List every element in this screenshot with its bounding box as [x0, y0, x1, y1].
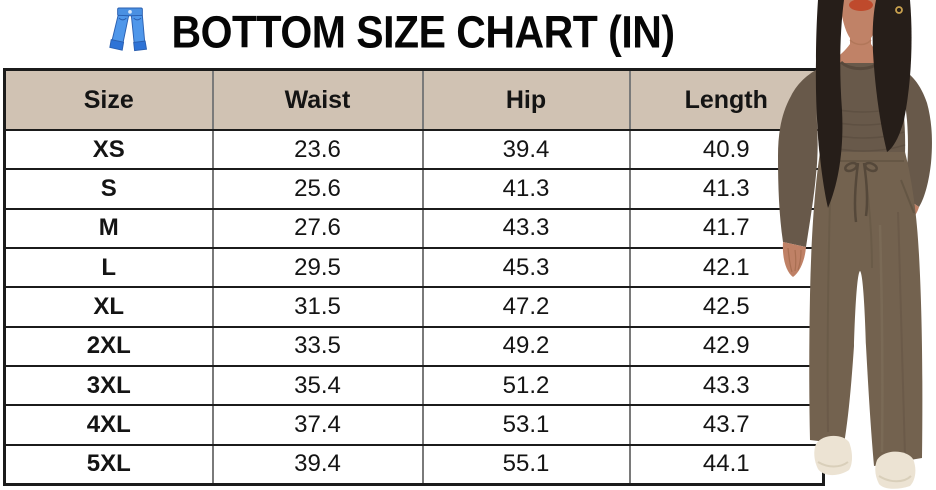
table-row: XL 31.5 47.2 42.5: [3, 286, 825, 328]
waist-cell: 39.4: [211, 443, 424, 486]
model-pants: [809, 152, 923, 466]
model-photo: [778, 0, 932, 489]
table-row: 5XL 39.4 55.1 44.1: [3, 443, 825, 486]
col-header-waist: Waist: [211, 68, 424, 131]
title-bar: BOTTOM SIZE CHART (IN): [0, 1, 782, 63]
length-cell: 44.1: [628, 443, 825, 486]
earring: [895, 6, 903, 14]
hip-cell: 49.2: [421, 325, 631, 367]
hip-cell: 47.2: [421, 286, 631, 328]
page-title: BOTTOM SIZE CHART (IN): [171, 6, 675, 57]
waist-cell: 35.4: [211, 364, 424, 407]
waist-cell: 23.6: [211, 128, 424, 171]
table-row: 2XL 33.5 49.2 42.9: [3, 325, 825, 367]
size-cell: 5XL: [3, 443, 214, 486]
col-header-hip: Hip: [421, 68, 631, 131]
waist-cell: 29.5: [211, 246, 424, 289]
length-cell: 43.7: [628, 404, 825, 446]
size-cell: 4XL: [3, 404, 214, 446]
hip-cell: 39.4: [421, 128, 631, 171]
size-cell: M: [3, 207, 214, 249]
length-cell: 42.5: [628, 286, 825, 328]
waist-cell: 37.4: [211, 404, 424, 446]
table-header-row: Size Waist Hip Length: [3, 68, 825, 131]
model-left-sleeve: [778, 66, 824, 247]
hip-cell: 41.3: [421, 168, 631, 210]
hip-cell: 45.3: [421, 246, 631, 289]
table-row: S 25.6 41.3 41.3: [3, 168, 825, 210]
size-cell: 3XL: [3, 364, 214, 407]
size-cell: L: [3, 246, 214, 289]
size-chart-table: Size Waist Hip Length XS 23.6 39.4 40.9 …: [3, 68, 825, 486]
waist-cell: 27.6: [211, 207, 424, 249]
table-row: XS 23.6 39.4 40.9: [3, 128, 825, 171]
size-cell: S: [3, 168, 214, 210]
length-cell: 42.9: [628, 325, 825, 367]
model-lips: [849, 0, 873, 11]
size-cell: 2XL: [3, 325, 214, 367]
waist-cell: 33.5: [211, 325, 424, 367]
model-hair: [815, 0, 844, 208]
table-row: 3XL 35.4 51.2 43.3: [3, 364, 825, 407]
table-row: M 27.6 43.3 41.7: [3, 207, 825, 249]
hip-cell: 51.2: [421, 364, 631, 407]
hip-cell: 43.3: [421, 207, 631, 249]
hip-cell: 53.1: [421, 404, 631, 446]
col-header-size: Size: [3, 68, 214, 131]
jeans-emoji-icon: [108, 7, 147, 52]
size-cell: XL: [3, 286, 214, 328]
hip-cell: 55.1: [421, 443, 631, 486]
waist-cell: 25.6: [211, 168, 424, 210]
model-right-shoe: [875, 451, 916, 489]
waist-cell: 31.5: [211, 286, 424, 328]
table-row: 4XL 37.4 53.1 43.7: [3, 404, 825, 446]
table-row: L 29.5 45.3 42.1: [3, 246, 825, 289]
size-cell: XS: [3, 128, 214, 171]
length-cell: 43.3: [628, 364, 825, 407]
model-left-shoe: [814, 435, 852, 476]
